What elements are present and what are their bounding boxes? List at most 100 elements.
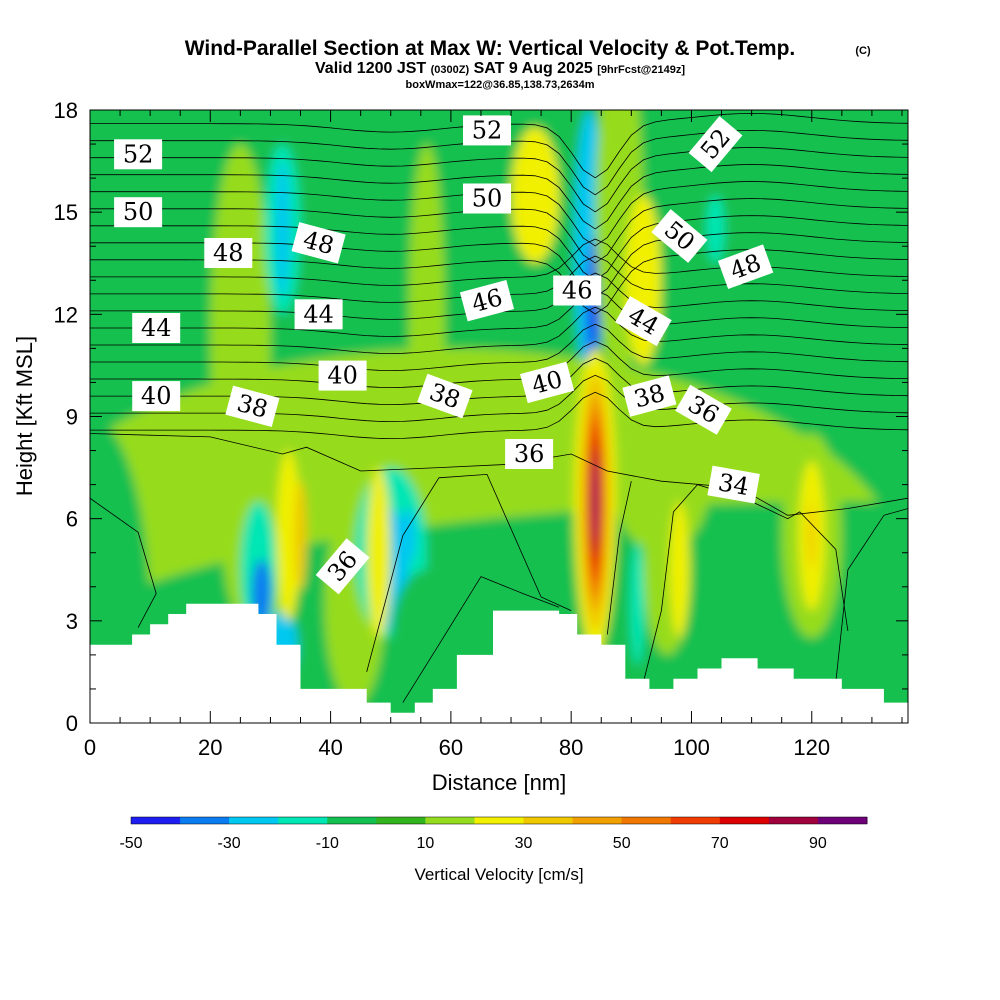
isentrope-line <box>402 576 560 703</box>
isentrope-line <box>90 238 908 286</box>
colorbar <box>130 816 868 825</box>
isentrope-label-text: 40 <box>141 382 172 410</box>
colorbar-tick-labels: -50 -30 -10 10 30 50 70 90 <box>119 835 826 852</box>
y-tick-label: 9 <box>66 405 78 430</box>
colorbar-segment <box>719 817 770 824</box>
label-box <box>459 279 515 322</box>
colorbar-segment <box>180 817 230 824</box>
velocity-contour-fill <box>511 127 560 264</box>
isentrope-line <box>90 215 908 281</box>
label-box <box>651 209 708 263</box>
label-box <box>553 275 602 306</box>
isentrope-label-text: 48 <box>213 239 244 267</box>
colorbar-tick-label: 30 <box>515 835 533 852</box>
colorbar-tick-label: 70 <box>711 835 729 852</box>
label-box <box>204 238 253 268</box>
isentrope-label: 44 <box>132 313 181 343</box>
isentrope-line <box>366 473 572 673</box>
isentrope-label: 34 <box>707 465 760 504</box>
isentrope-label: 46 <box>553 275 602 306</box>
isentrope-line <box>90 323 908 371</box>
label-box <box>688 116 743 173</box>
label-box <box>675 384 732 435</box>
y-tick-label: 12 <box>54 302 78 327</box>
y-tick-label: 0 <box>66 711 78 736</box>
velocity-contour-fill <box>275 161 290 298</box>
x-tick-label: 80 <box>559 735 583 760</box>
colorbar-tick-label: 50 <box>613 835 631 852</box>
label-box <box>315 538 370 595</box>
isentrope-line <box>90 147 908 213</box>
colorbar-segment <box>229 817 279 824</box>
label-box <box>132 381 181 412</box>
velocity-contour-fill <box>366 467 391 638</box>
label-box <box>717 244 774 290</box>
chart-title: Wind-Parallel Section at Max W: Vertical… <box>185 37 796 60</box>
label-box <box>291 222 346 264</box>
colorbar-segment <box>327 817 377 824</box>
isentrope-line <box>835 508 908 683</box>
y-tick-label: 6 <box>66 507 78 532</box>
colorbar-segment <box>621 817 672 824</box>
colorbar-segment <box>131 817 181 824</box>
velocity-contour-fill <box>808 501 816 570</box>
isentrope-label: 40 <box>520 361 575 404</box>
axis-ticks <box>89 109 908 724</box>
isentrope-line <box>90 340 908 389</box>
isentrope-label-text: 34 <box>716 468 751 501</box>
x-tick-label: 120 <box>793 735 830 760</box>
label-box <box>463 183 511 214</box>
isentrope-line <box>90 164 908 230</box>
isentrope-label-text: 46 <box>562 277 593 305</box>
isentrope-label: 48 <box>291 222 346 264</box>
isentrope-label-text: 52 <box>472 116 503 144</box>
isentrope-label: 36 <box>505 439 554 469</box>
label-box <box>417 373 473 419</box>
colorbar-frame <box>130 816 868 825</box>
isentrope-label: 40 <box>318 360 367 391</box>
valid-date: SAT 9 Aug 2025 <box>474 60 593 77</box>
velocity-contour-fill <box>593 460 598 543</box>
velocity-contour-fill <box>400 508 417 563</box>
isentrope-line <box>606 481 632 635</box>
label-box <box>505 439 554 469</box>
velocity-contour-fill <box>390 569 463 706</box>
colorbar-tick-label: -50 <box>119 835 142 852</box>
label-box <box>463 115 511 146</box>
isentrope-line <box>90 497 157 628</box>
x-tick-label: 20 <box>198 735 222 760</box>
label-box <box>294 299 343 330</box>
label-box <box>615 296 672 347</box>
isentrope-label: 40 <box>132 381 181 412</box>
colorbar-tick-label: 90 <box>809 835 827 852</box>
label-box <box>225 385 280 428</box>
isentrope-label: 50 <box>114 197 163 228</box>
colorbar-segment <box>572 817 623 824</box>
label-box <box>707 465 760 504</box>
y-tick-label: 15 <box>54 200 78 225</box>
isentrope-line <box>90 391 908 440</box>
isentrope-label-text: 44 <box>303 300 334 328</box>
colorbar-segment <box>278 817 328 824</box>
isentrope-label: 52 <box>463 115 511 146</box>
y-tick-label: 3 <box>66 609 78 634</box>
colorbar-tick-label: -10 <box>316 835 339 852</box>
terrain <box>90 603 908 723</box>
x-axis-title: Distance [nm] <box>432 770 567 795</box>
velocity-contour-fill <box>276 450 301 621</box>
x-tick-label: 100 <box>673 735 710 760</box>
isentrope-label: 52 <box>114 139 163 170</box>
velocity-contour-fill <box>706 195 725 264</box>
colorbar-segment <box>817 817 868 824</box>
isentrope-label: 50 <box>651 209 708 263</box>
isentrope-label-text: 44 <box>141 314 172 342</box>
label-box <box>318 360 367 391</box>
colorbar-segment <box>474 817 525 824</box>
label-box <box>520 361 575 404</box>
isentrope-label-text: 40 <box>327 362 358 390</box>
colorbar-tick-label: -30 <box>218 835 241 852</box>
